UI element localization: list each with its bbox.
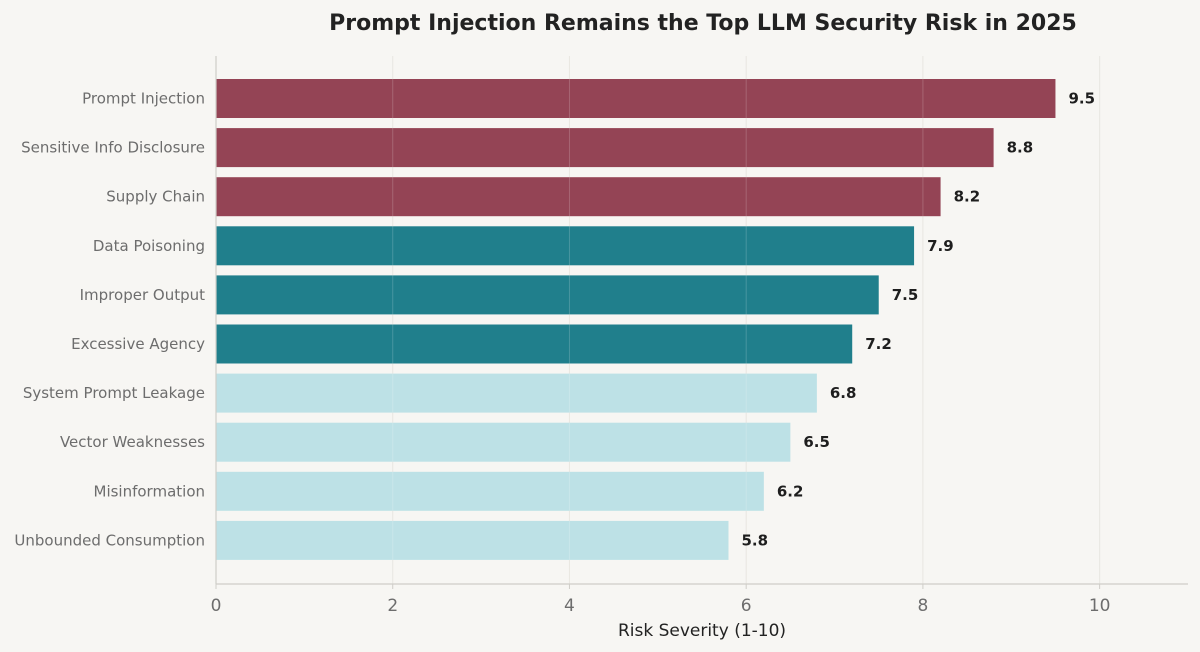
value-label-6: 6.8 <box>830 384 857 402</box>
chart-title: Prompt Injection Remains the Top LLM Sec… <box>329 11 1077 36</box>
value-label-4: 7.5 <box>892 286 919 304</box>
category-label-0: Prompt Injection <box>82 90 205 108</box>
x-tick-labels: 0 2 4 6 8 10 <box>211 584 1111 616</box>
bar-3 <box>216 226 915 266</box>
x-tick-label-10: 10 <box>1089 596 1111 616</box>
category-label-9: Unbounded Consumption <box>14 531 205 549</box>
category-label-2: Supply Chain <box>106 188 205 206</box>
value-label-7: 6.5 <box>803 433 830 451</box>
x-tick-label-8: 8 <box>917 596 928 616</box>
value-label-2: 8.2 <box>954 188 981 206</box>
bar-6 <box>216 373 817 413</box>
x-axis-label: Risk Severity (1-10) <box>618 621 786 641</box>
category-label-8: Misinformation <box>94 482 206 500</box>
value-label-3: 7.9 <box>927 237 954 255</box>
value-labels: 9.5 8.8 8.2 7.9 7.5 7.2 6.8 6.5 6.2 5.8 <box>742 90 1096 550</box>
x-tick-label-6: 6 <box>741 596 752 616</box>
category-label-4: Improper Output <box>80 286 205 304</box>
value-label-9: 5.8 <box>742 531 769 549</box>
x-tick-label-0: 0 <box>211 596 222 616</box>
bar-1 <box>216 128 994 168</box>
category-labels: Prompt Injection Sensitive Info Disclosur… <box>14 90 205 550</box>
category-label-3: Data Poisoning <box>93 237 205 255</box>
bars <box>216 56 1101 584</box>
value-label-5: 7.2 <box>865 335 892 353</box>
value-label-1: 8.8 <box>1007 139 1034 157</box>
bar-8 <box>216 471 764 511</box>
x-tick-label-4: 4 <box>564 596 575 616</box>
bar-7 <box>216 422 791 462</box>
category-label-7: Vector Weaknesses <box>60 433 205 451</box>
bar-5 <box>216 324 853 364</box>
axes <box>215 56 1188 585</box>
category-label-5: Excessive Agency <box>71 335 205 353</box>
bar-4 <box>216 275 879 315</box>
x-tick-label-2: 2 <box>387 596 398 616</box>
category-label-6: System Prompt Leakage <box>23 384 205 402</box>
category-label-1: Sensitive Info Disclosure <box>21 139 205 157</box>
bar-2 <box>216 177 941 217</box>
value-label-8: 6.2 <box>777 482 804 500</box>
bar-0 <box>216 79 1056 118</box>
value-label-0: 9.5 <box>1068 90 1095 108</box>
bar-9 <box>216 520 729 560</box>
